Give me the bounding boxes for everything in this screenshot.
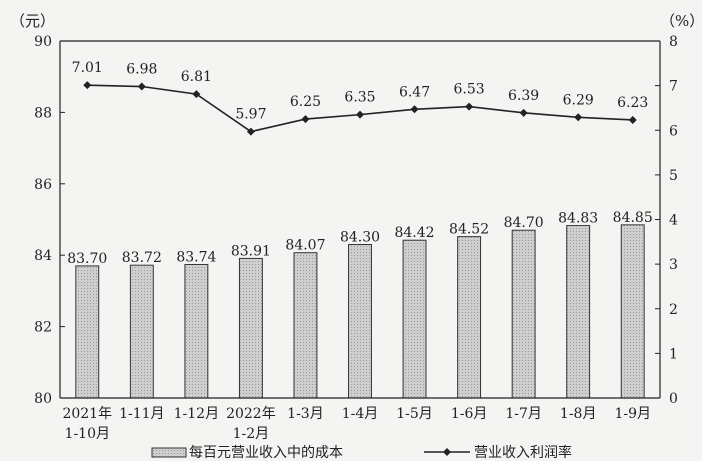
bar-series [75, 224, 645, 399]
right-tick-label: 3 [669, 257, 678, 273]
category-label: 1-5月 [396, 406, 433, 422]
bar-data-label: 83.74 [176, 249, 216, 265]
line-data-label: 6.25 [290, 94, 321, 110]
category-label: 1-9月 [614, 406, 651, 422]
right-tick-label: 1 [669, 346, 678, 362]
category-label: 2022年 [226, 406, 276, 422]
right-axis-ticks: 0 1 2 3 4 5 6 7 8 [655, 34, 678, 407]
right-tick-label: 8 [669, 34, 678, 50]
bar-data-label: 84.42 [394, 225, 434, 241]
line-point [301, 115, 310, 124]
right-axis-unit: （%） [660, 12, 702, 30]
line-data-label: 6.98 [126, 62, 157, 78]
line-point [356, 110, 364, 119]
bar-data-label: 83.72 [122, 250, 162, 266]
category-label: 1-10月 [65, 426, 110, 442]
legend-line-label: 营业收入利润率 [474, 444, 572, 461]
legend-bar-label: 每百元营业收入中的成本 [189, 445, 343, 461]
line-series [83, 81, 637, 136]
left-axis-ticks: 80 82 84 86 88 90 [34, 34, 65, 407]
line-point [137, 82, 146, 91]
category-label: 1-2月 [233, 426, 270, 442]
bar-data-label: 83.91 [231, 243, 271, 259]
left-tick-label: 80 [34, 391, 52, 407]
category-label: 1-8月 [560, 406, 597, 422]
category-label: 2021年 [62, 406, 112, 422]
right-tick-label: 7 [669, 79, 678, 95]
bar [402, 239, 427, 399]
bar-data-label: 84.07 [285, 238, 325, 254]
right-tick-label: 0 [669, 391, 678, 407]
bar [348, 243, 372, 399]
left-tick-label: 88 [34, 105, 52, 121]
category-label: 1-12月 [174, 406, 219, 422]
bar-data-label: 84.52 [449, 222, 489, 238]
line-data-labels: 7.01 6.98 6.81 5.97 6.25 6.35 6.47 6.53 6.39 6.29… [72, 60, 649, 122]
category-label: 1-7月 [505, 406, 542, 422]
category-label: 1-3月 [287, 406, 324, 422]
right-tick-label: 2 [669, 302, 678, 318]
line-point [192, 90, 201, 99]
left-tick-label: 90 [34, 34, 52, 50]
line-data-label: 6.81 [181, 69, 212, 85]
legend-bar-swatch [151, 447, 187, 458]
line-point [519, 108, 528, 117]
bar [129, 264, 154, 399]
left-tick-label: 82 [34, 320, 52, 336]
legend: 每百元营业收入中的成本 营业收入利润率 [151, 444, 572, 461]
bar-data-label: 84.85 [613, 210, 653, 226]
bar-data-label: 84.70 [504, 215, 544, 231]
line-data-label: 6.23 [617, 95, 648, 111]
line-point [83, 81, 92, 90]
bar [620, 224, 645, 399]
line-data-label: 7.01 [72, 60, 103, 76]
line-point [465, 102, 474, 111]
right-tick-label: 4 [669, 213, 678, 229]
line-data-label: 6.29 [563, 92, 594, 108]
right-tick-label: 6 [669, 123, 678, 139]
bar [511, 229, 536, 399]
plot-frame [59, 40, 661, 399]
line-data-label: 6.39 [508, 88, 539, 104]
bar [184, 263, 209, 399]
right-tick-label: 5 [669, 168, 678, 184]
line-data-label: 5.97 [235, 107, 266, 123]
bar [75, 265, 100, 399]
bar-data-label: 83.70 [67, 251, 107, 267]
bar [293, 252, 318, 399]
category-label: 1-11月 [119, 406, 164, 422]
bar-data-labels: 83.70 83.72 83.74 83.91 84.07 84.30 84.42 84.52… [67, 210, 653, 267]
left-tick-label: 84 [34, 248, 52, 264]
line-point [574, 113, 583, 122]
line-point [410, 105, 419, 114]
category-label: 1-4月 [342, 406, 379, 422]
bar-data-label: 84.83 [558, 211, 598, 227]
category-label: 1-6月 [451, 406, 488, 422]
legend-line-marker [443, 448, 451, 456]
line-point [628, 115, 637, 124]
bar [238, 257, 263, 399]
bar-data-label: 84.30 [340, 229, 380, 245]
bar [566, 225, 591, 399]
category-labels: 2021年 1-10月 1-11月 1-12月 2022年 1-2月 1-3月 1-4月 1-5… [62, 406, 651, 442]
bar [457, 236, 482, 399]
line-data-label: 6.53 [454, 82, 485, 98]
line-data-label: 6.35 [344, 90, 375, 106]
line-data-label: 6.47 [399, 84, 430, 100]
left-axis-unit: （元） [10, 12, 55, 30]
line-point [246, 127, 255, 136]
left-tick-label: 86 [34, 177, 52, 193]
